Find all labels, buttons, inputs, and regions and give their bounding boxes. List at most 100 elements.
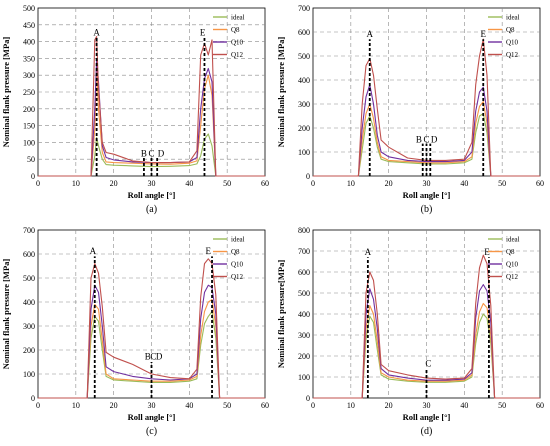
y-tick-label: 700 bbox=[298, 247, 310, 256]
annotation-b: B bbox=[141, 149, 147, 159]
y-tick-label: 500 bbox=[23, 4, 35, 13]
series-line-q12 bbox=[38, 36, 265, 177]
series-line-q8 bbox=[313, 101, 540, 177]
legend-label: Q10 bbox=[506, 39, 519, 47]
x-tick-label: 40 bbox=[185, 401, 193, 410]
y-tick-label: 500 bbox=[23, 274, 35, 283]
x-axis-title: Roll angle [°] bbox=[128, 190, 176, 200]
x-tick-label: 20 bbox=[110, 179, 118, 188]
y-tick-label: 200 bbox=[23, 105, 35, 114]
y-tick-label: 100 bbox=[23, 138, 35, 147]
legend-label: Q12 bbox=[231, 273, 244, 281]
y-tick-label: 800 bbox=[298, 226, 310, 235]
y-tick-label: 400 bbox=[23, 38, 35, 47]
x-tick-label: 30 bbox=[148, 401, 156, 410]
legend-label: Q8 bbox=[231, 248, 240, 256]
series-line-q10 bbox=[313, 84, 540, 177]
x-tick-label: 50 bbox=[498, 401, 506, 410]
y-tick-label: 300 bbox=[23, 71, 35, 80]
annotation-a: A bbox=[90, 246, 97, 256]
y-tick-label: 400 bbox=[298, 76, 310, 85]
legend-label: ideal bbox=[506, 236, 520, 244]
y-tick-label: 200 bbox=[298, 352, 310, 361]
annotation-c: C bbox=[150, 352, 156, 362]
x-tick-label: 40 bbox=[185, 179, 193, 188]
x-tick-label: 40 bbox=[460, 179, 468, 188]
y-tick-label: 0 bbox=[306, 172, 310, 181]
x-tick-label: 0 bbox=[36, 401, 40, 410]
series-line-q12 bbox=[313, 38, 540, 177]
legend-label: Q12 bbox=[506, 273, 519, 281]
annotation-e: E bbox=[484, 247, 490, 257]
x-tick-label: 50 bbox=[498, 179, 506, 188]
y-tick-label: 100 bbox=[298, 373, 310, 382]
annotation-d: D bbox=[158, 149, 165, 159]
y-tick-label: 300 bbox=[298, 331, 310, 340]
y-tick-label: 100 bbox=[23, 370, 35, 379]
y-axis-title: Nominal flank pressure[MPa] bbox=[276, 260, 286, 368]
y-tick-label: 50 bbox=[27, 155, 35, 164]
annotation-e: E bbox=[200, 28, 206, 38]
x-axis-title: Roll angle [°] bbox=[403, 412, 451, 422]
series-line-ideal bbox=[313, 113, 540, 177]
y-tick-label: 150 bbox=[23, 122, 35, 131]
series-line-ideal bbox=[38, 133, 265, 177]
chart-panel: 0 10 20 30 40 50 600100200300400500600700Roll … bbox=[1, 226, 269, 437]
y-tick-label: 400 bbox=[298, 310, 310, 319]
x-tick-label: 0 bbox=[36, 179, 40, 188]
y-tick-label: 250 bbox=[23, 88, 35, 97]
x-tick-label: 30 bbox=[423, 179, 431, 188]
y-tick-label: 0 bbox=[306, 394, 310, 403]
annotation-b: B bbox=[416, 134, 422, 144]
x-tick-label: 40 bbox=[460, 401, 468, 410]
x-tick-label: 60 bbox=[261, 179, 269, 188]
x-tick-label: 20 bbox=[385, 179, 393, 188]
y-tick-label: 600 bbox=[298, 268, 310, 277]
legend-label: Q10 bbox=[231, 39, 244, 47]
legend-label: Q8 bbox=[506, 248, 515, 256]
x-tick-label: 50 bbox=[223, 401, 231, 410]
y-tick-label: 200 bbox=[23, 346, 35, 355]
x-tick-label: 30 bbox=[423, 401, 431, 410]
x-tick-label: 10 bbox=[347, 401, 355, 410]
legend-label: ideal bbox=[231, 14, 245, 22]
legend-label: ideal bbox=[231, 236, 245, 244]
x-axis-title: Roll angle [°] bbox=[403, 190, 451, 200]
y-tick-label: 500 bbox=[298, 289, 310, 298]
y-tick-label: 500 bbox=[298, 52, 310, 61]
series-line-q12 bbox=[38, 258, 265, 399]
x-tick-label: 10 bbox=[72, 179, 80, 188]
y-tick-label: 450 bbox=[23, 21, 35, 30]
y-tick-label: 200 bbox=[298, 124, 310, 133]
y-tick-label: 100 bbox=[298, 148, 310, 157]
y-tick-label: 600 bbox=[23, 250, 35, 259]
legend-label: Q8 bbox=[231, 26, 240, 34]
y-tick-label: 700 bbox=[298, 4, 310, 13]
x-tick-label: 0 bbox=[311, 401, 315, 410]
x-tick-label: 30 bbox=[148, 179, 156, 188]
panel-label: (d) bbox=[421, 426, 433, 437]
x-tick-label: 10 bbox=[72, 401, 80, 410]
x-tick-label: 20 bbox=[385, 401, 393, 410]
legend-label: Q8 bbox=[506, 26, 515, 34]
x-tick-label: 20 bbox=[110, 401, 118, 410]
y-axis-title: Nominal flank pressure [MPa] bbox=[1, 37, 11, 148]
x-tick-label: 0 bbox=[311, 179, 315, 188]
annotation-d: D bbox=[156, 352, 163, 362]
x-tick-label: 60 bbox=[536, 179, 544, 188]
chart-panel: 0 10 20 30 40 50 600100200300400500600700800Ro… bbox=[276, 226, 544, 437]
annotation-c: C bbox=[423, 134, 429, 144]
x-tick-label: 50 bbox=[223, 179, 231, 188]
x-tick-label: 60 bbox=[536, 401, 544, 410]
legend-label: Q10 bbox=[506, 261, 519, 269]
legend-label: ideal bbox=[506, 14, 520, 22]
y-tick-label: 600 bbox=[298, 28, 310, 37]
x-axis-title: Roll angle [°] bbox=[128, 412, 176, 422]
legend-label: Q12 bbox=[231, 51, 244, 59]
y-tick-label: 0 bbox=[31, 172, 35, 181]
panel-label: (c) bbox=[146, 426, 157, 437]
y-tick-label: 300 bbox=[23, 322, 35, 331]
y-axis-title: Nominal flank pressure [MPa] bbox=[1, 259, 11, 370]
annotation-c: C bbox=[425, 359, 431, 369]
